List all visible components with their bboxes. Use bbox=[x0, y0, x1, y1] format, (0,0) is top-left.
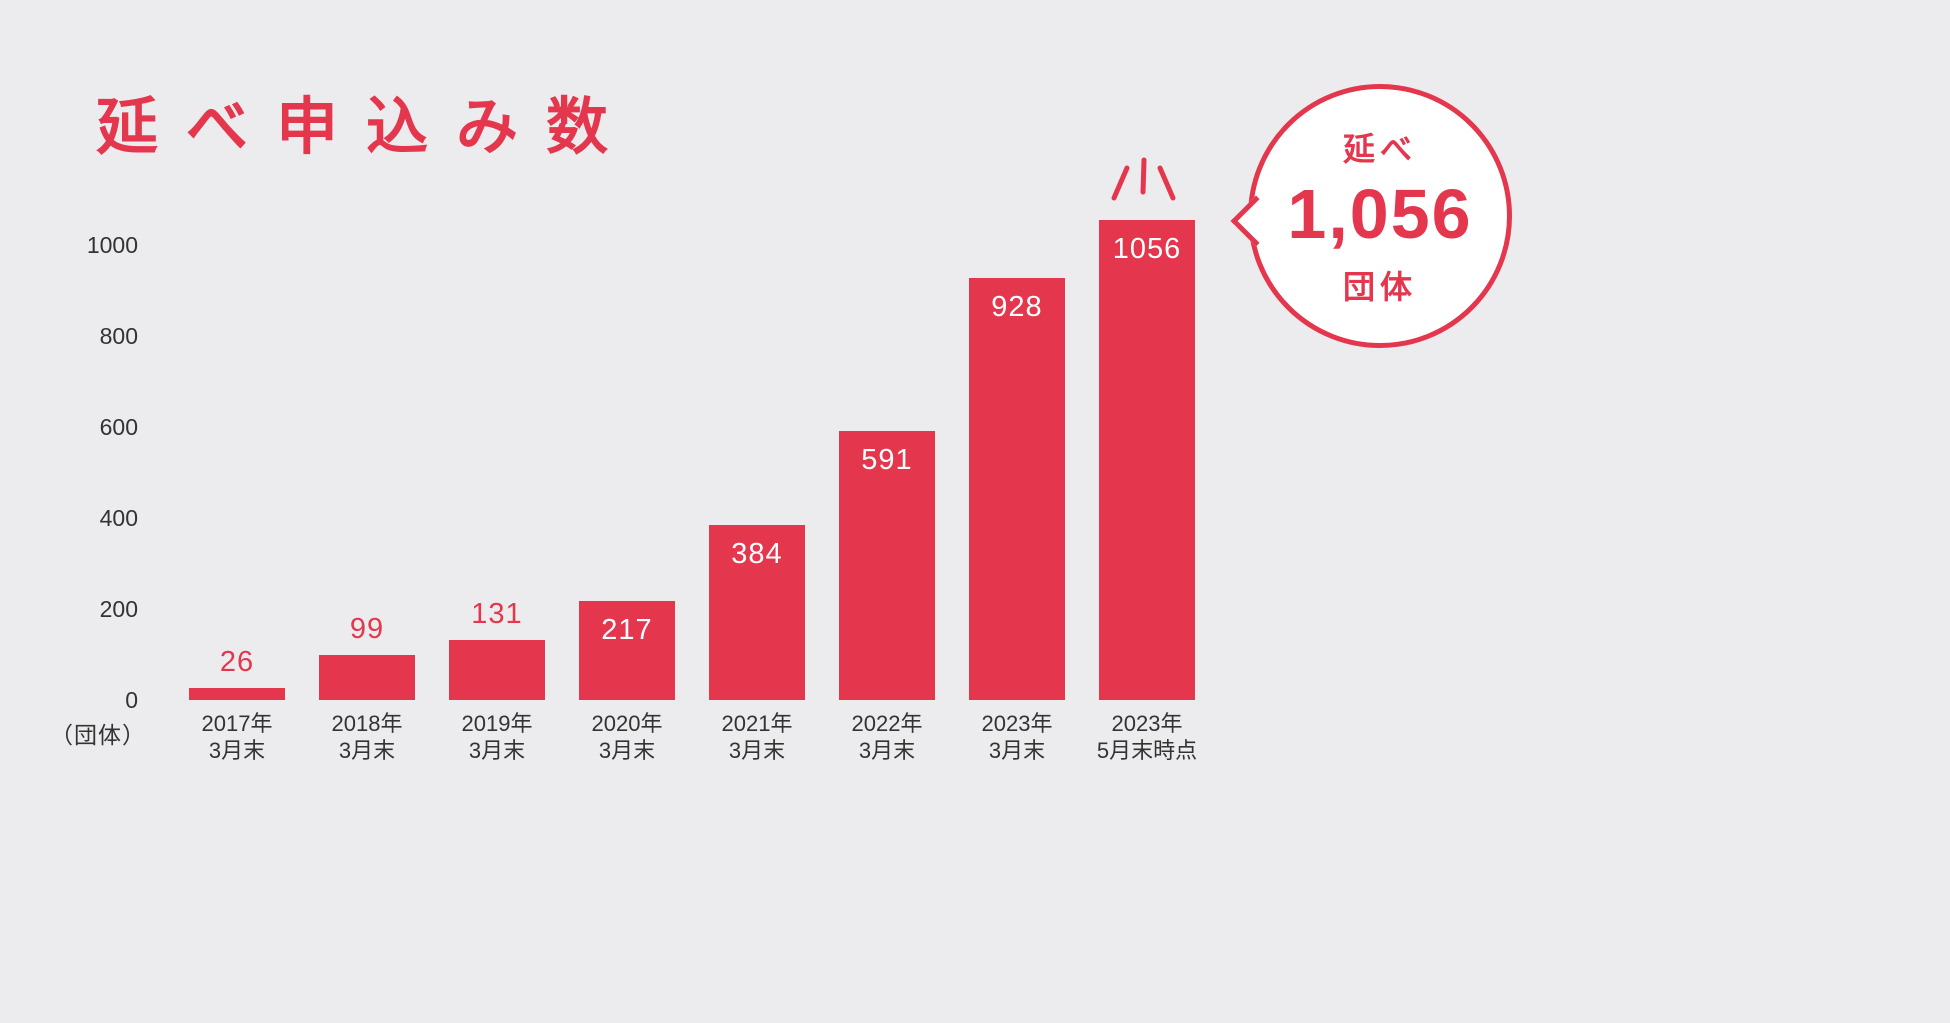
x-axis-label-line: 2020年 bbox=[591, 711, 663, 736]
bar: 217 bbox=[579, 601, 675, 700]
bar-value-label: 1056 bbox=[1112, 233, 1182, 265]
y-tick-label: 200 bbox=[99, 596, 138, 622]
x-axis-label-line: 2022年 bbox=[851, 711, 923, 736]
x-axis-label: 2023年 3月末 bbox=[952, 710, 1082, 764]
x-axis-label-line: 2023年 bbox=[1111, 711, 1183, 736]
x-axis-label: 2019年 3月末 bbox=[432, 710, 562, 764]
bar: 384 bbox=[709, 525, 805, 700]
plot-area: 26 99 131 217 384 591 928 1056 bbox=[172, 200, 1212, 700]
x-axis-label-line: 2019年 bbox=[461, 711, 533, 736]
bar-column: 591 bbox=[822, 431, 952, 700]
x-axis-label: 2021年 3月末 bbox=[692, 710, 822, 764]
bar-column: 26 bbox=[172, 646, 302, 700]
bar-value-label: 591 bbox=[861, 444, 913, 476]
bar-value-label: 384 bbox=[731, 538, 783, 570]
x-axis-label: 2020年 3月末 bbox=[562, 710, 692, 764]
chart-title: 延べ申込み数 bbox=[96, 93, 637, 162]
bar: 928 bbox=[969, 278, 1065, 700]
x-axis-label-line: 5月末時点 bbox=[1096, 738, 1198, 763]
bar-column: 1056 bbox=[1082, 220, 1212, 700]
callout-bubble: 延べ 1,056 団体 bbox=[1230, 84, 1512, 348]
x-axis-label-line: 3月末 bbox=[728, 738, 786, 763]
callout-value: 1,056 bbox=[1287, 175, 1473, 253]
bar: 591 bbox=[839, 431, 935, 700]
bar-value-label: 131 bbox=[471, 598, 523, 630]
callout-bottom-label: 団体 bbox=[1342, 269, 1417, 305]
x-axis-label: 2018年 3月末 bbox=[302, 710, 432, 764]
y-axis-unit-label: （団体） bbox=[50, 722, 146, 748]
bar-column: 131 bbox=[432, 598, 562, 700]
bar bbox=[189, 688, 285, 700]
x-axis-label-line: 3月末 bbox=[338, 738, 396, 763]
x-axis: 2017年 3月末 2018年 3月末 2019年 3月末 2020年 3月末 2021年 3月末… bbox=[172, 710, 1212, 764]
bar-column: 384 bbox=[692, 525, 822, 700]
y-tick-label: 800 bbox=[99, 323, 138, 349]
x-axis-label-line: 3月末 bbox=[468, 738, 526, 763]
bar-column: 99 bbox=[302, 613, 432, 700]
callout-top-label: 延べ bbox=[1342, 131, 1417, 167]
y-tick-label: 400 bbox=[99, 505, 138, 531]
x-axis-label-line: 2018年 bbox=[331, 711, 403, 736]
x-axis-label-line: 2021年 bbox=[721, 711, 793, 736]
bar-value-label: 928 bbox=[991, 291, 1043, 323]
bar-column: 928 bbox=[952, 278, 1082, 700]
bar-value-label: 26 bbox=[219, 646, 255, 678]
x-axis-label-line: 2023年 bbox=[981, 711, 1053, 736]
x-axis-label-line: 3月末 bbox=[208, 738, 266, 763]
x-axis-label-line: 2017年 bbox=[201, 711, 273, 736]
bar-value-label: 217 bbox=[601, 614, 653, 646]
y-tick-label: 1000 bbox=[86, 232, 138, 258]
callout-tail bbox=[1230, 195, 1282, 247]
burst-icon bbox=[1111, 157, 1176, 201]
x-axis-label: 2017年 3月末 bbox=[172, 710, 302, 764]
x-axis-label-line: 3月末 bbox=[598, 738, 656, 763]
bar-value-label: 99 bbox=[349, 613, 385, 645]
bar-column: 217 bbox=[562, 601, 692, 700]
x-axis-label: 2022年 3月末 bbox=[822, 710, 952, 764]
y-tick-label: 0 bbox=[125, 687, 138, 713]
y-tick-label: 600 bbox=[99, 414, 138, 440]
bar: 1056 bbox=[1099, 220, 1195, 700]
y-axis: 1000 800 600 400 200 0 （団体） bbox=[50, 200, 146, 780]
bar bbox=[449, 640, 545, 700]
x-axis-label: 2023年 5月末時点 bbox=[1082, 710, 1212, 764]
bar bbox=[319, 655, 415, 700]
x-axis-label-line: 3月末 bbox=[858, 738, 916, 763]
x-axis-label-line: 3月末 bbox=[988, 738, 1046, 763]
